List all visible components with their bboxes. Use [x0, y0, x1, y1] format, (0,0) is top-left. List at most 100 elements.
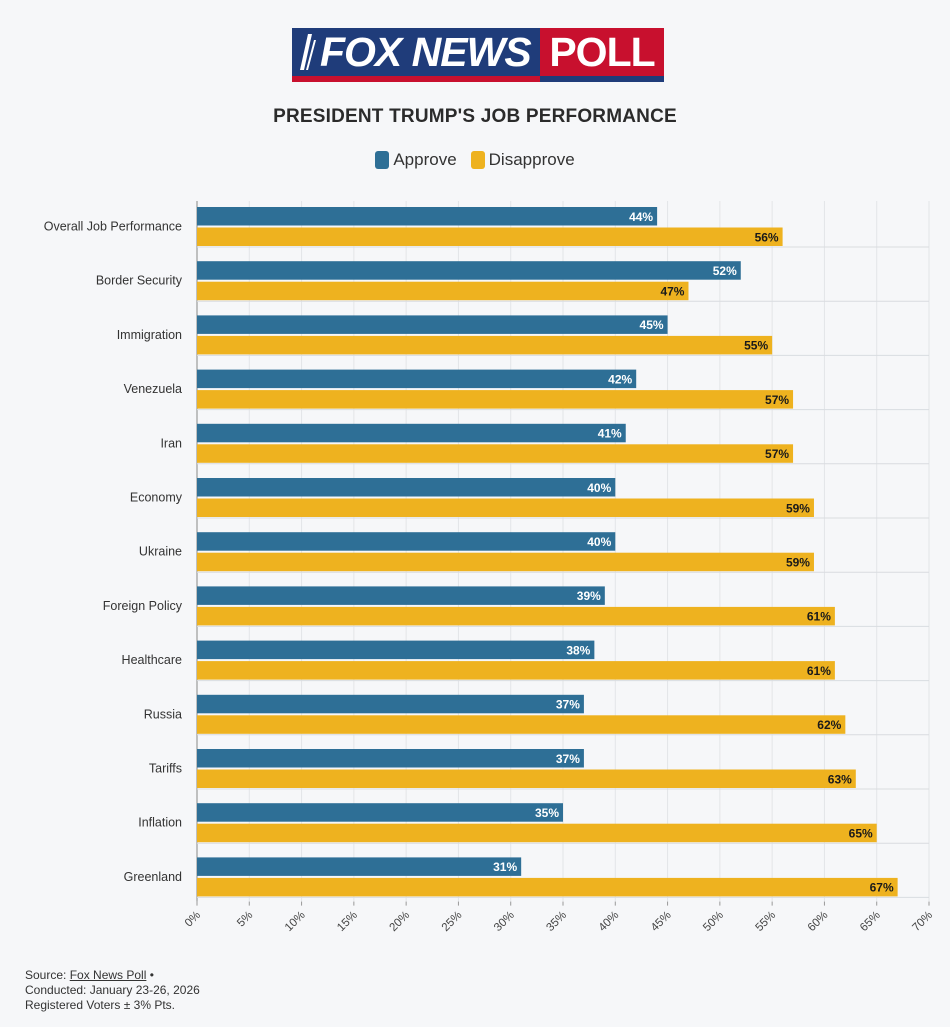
- bar-disapprove: [197, 390, 794, 409]
- bar-disapprove: [197, 715, 846, 734]
- bar-disapprove: [197, 281, 689, 301]
- bar-disapprove: [197, 227, 783, 246]
- data-label-approve: 52%: [713, 264, 737, 278]
- category-label: Economy: [130, 491, 183, 505]
- data-label-disapprove: 59%: [786, 501, 810, 515]
- bar-chart: 0% 5% 10% 15% 20% 25% 30% 35% 40% 45% 50% 55% 60% 65%…: [44, 201, 935, 934]
- bar-disapprove: [197, 823, 877, 843]
- legend-item-approve[interactable]: Approve: [375, 150, 457, 170]
- category-label: Greenland: [124, 870, 182, 884]
- x-tick-label: 40%: [597, 909, 622, 934]
- data-label-disapprove: 65%: [849, 826, 873, 840]
- bar-approve: [197, 586, 605, 605]
- bar-approve: [197, 207, 658, 226]
- source-sample: Registered Voters ± 3% Pts.: [25, 998, 175, 1012]
- data-label-approve: 37%: [556, 698, 580, 712]
- logo-poll: POLL: [540, 28, 664, 82]
- data-label-disapprove: 56%: [755, 230, 779, 244]
- data-label-approve: 31%: [493, 860, 517, 874]
- bar-approve: [197, 261, 741, 280]
- x-tick-label: 70%: [910, 909, 935, 934]
- bar-disapprove: [197, 606, 835, 626]
- x-tick-label: 65%: [858, 909, 883, 934]
- category-label: Iran: [160, 436, 182, 450]
- source-link[interactable]: Fox News Poll: [69, 968, 147, 982]
- logo-brand-text: FOX NEWS: [320, 29, 532, 75]
- data-label-approve: 39%: [577, 589, 601, 603]
- category-label: Venezuela: [124, 382, 182, 396]
- bar-approve: [197, 315, 668, 334]
- logo-brand: FOX NEWS: [292, 28, 540, 82]
- data-label-disapprove: 47%: [660, 284, 684, 298]
- source-separator: •: [149, 968, 154, 982]
- bar-disapprove: [197, 335, 773, 355]
- data-label-disapprove: 57%: [765, 393, 789, 407]
- data-label-disapprove: 62%: [817, 718, 841, 732]
- bar-disapprove: [197, 552, 814, 572]
- bar-disapprove: [197, 498, 814, 517]
- bar-approve: [197, 749, 584, 768]
- x-tick-label: 15%: [335, 909, 360, 934]
- category-label: Inflation: [138, 816, 182, 830]
- source-conducted: Conducted: January 23-26, 2026: [25, 983, 200, 997]
- data-label-disapprove: 61%: [807, 664, 831, 678]
- data-label-disapprove: 59%: [786, 555, 810, 569]
- bar-disapprove: [197, 444, 794, 463]
- bar-approve: [197, 532, 616, 551]
- bar-approve: [197, 803, 563, 822]
- legend-item-disapprove[interactable]: Disapprove: [470, 150, 575, 170]
- bar-approve: [197, 857, 522, 876]
- legend-swatch-disapprove: [470, 151, 485, 169]
- fox-slash-icon: [300, 34, 316, 70]
- data-label-disapprove: 63%: [828, 772, 852, 786]
- bar-approve: [197, 369, 637, 389]
- bar-disapprove: [197, 877, 898, 897]
- data-label-disapprove: 57%: [765, 447, 789, 461]
- data-label-approve: 45%: [640, 318, 664, 332]
- fox-news-poll-logo: FOX NEWS POLL: [292, 28, 664, 82]
- bar-approve: [197, 478, 616, 497]
- bar-approve: [197, 694, 584, 714]
- x-tick-label: 55%: [753, 909, 778, 934]
- category-label: Immigration: [117, 328, 182, 342]
- x-tick-label: 30%: [492, 909, 517, 934]
- chart-title: PRESIDENT TRUMP'S JOB PERFORMANCE: [273, 106, 677, 127]
- category-label: Border Security: [96, 274, 183, 288]
- x-tick-label: 45%: [649, 909, 674, 934]
- x-tick-label: 35%: [544, 909, 569, 934]
- category-label: Overall Job Performance: [44, 220, 182, 234]
- legend-swatch-approve: [375, 151, 390, 169]
- data-label-approve: 40%: [587, 535, 611, 549]
- category-label: Foreign Policy: [103, 599, 183, 613]
- data-label-approve: 40%: [587, 481, 611, 495]
- data-label-disapprove: 67%: [870, 881, 894, 895]
- bar-disapprove: [197, 769, 856, 788]
- category-label: Ukraine: [139, 545, 182, 559]
- data-label-disapprove: 55%: [744, 339, 768, 353]
- legend-label-disapprove: Disapprove: [488, 150, 575, 169]
- data-label-approve: 37%: [556, 752, 580, 766]
- legend-label-approve: Approve: [393, 150, 457, 169]
- data-label-approve: 42%: [608, 372, 632, 386]
- bar-approve: [197, 640, 595, 660]
- x-tick-label: 25%: [440, 909, 465, 934]
- x-tick-label: 0%: [183, 909, 203, 929]
- x-tick-label: 60%: [806, 909, 831, 934]
- data-label-approve: 41%: [598, 427, 622, 441]
- x-tick-label: 5%: [235, 909, 255, 929]
- data-label-approve: 44%: [629, 210, 653, 224]
- x-tick-label: 20%: [387, 909, 412, 934]
- data-label-disapprove: 61%: [807, 610, 831, 624]
- category-label: Tariffs: [149, 762, 182, 776]
- data-label-approve: 35%: [535, 806, 559, 820]
- x-tick-label: 50%: [701, 909, 726, 934]
- data-label-approve: 38%: [566, 643, 590, 657]
- category-label: Russia: [144, 707, 182, 721]
- bar-disapprove: [197, 661, 835, 680]
- source-label: Source:: [25, 968, 67, 982]
- chart-legend: Approve Disapprove: [0, 150, 950, 170]
- source-note: Source: Fox News Poll • Conducted: Janua…: [25, 968, 200, 1013]
- bar-approve: [197, 423, 626, 443]
- x-tick-label: 10%: [283, 909, 308, 934]
- category-label: Healthcare: [122, 653, 182, 667]
